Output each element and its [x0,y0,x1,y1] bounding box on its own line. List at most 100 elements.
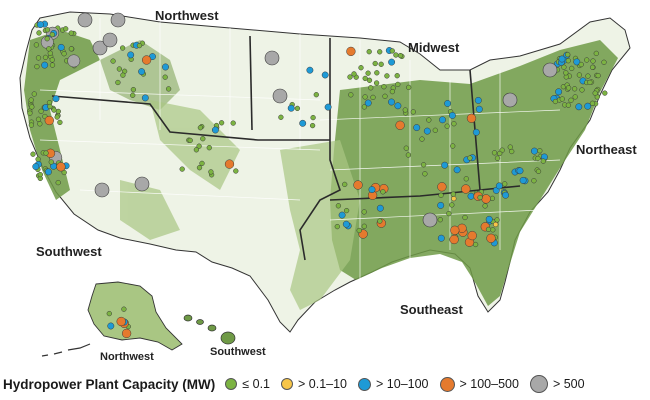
mid-availability-shading [120,100,360,310]
plant-marker-small [569,65,575,72]
plant-marker-small [116,66,123,72]
plant-marker-small [63,26,69,32]
plant-marker-small [187,137,193,144]
plant-marker-small [199,160,205,167]
plant-marker-small [44,27,51,33]
plant-marker-small [587,79,593,86]
plant-marker-small [384,73,390,79]
plant-marker-small [179,166,185,172]
legend-swatch-green [225,378,238,390]
plant-marker-over-500 [94,182,110,198]
legend-label: > 100–500 [459,377,519,391]
plant-marker-small [115,79,121,86]
state-borders [39,18,561,280]
plant-marker-small [565,102,572,108]
plant-marker-small [579,87,585,93]
plant-marker-10-100 [453,166,461,174]
plant-marker-small [502,181,508,187]
plant-marker-small [68,30,74,36]
plant-marker-over-500 [102,32,118,48]
plant-marker-small [218,120,225,126]
plant-marker-small [230,120,236,126]
plant-marker-over-500 [422,212,438,228]
plant-marker-over-500 [502,92,518,108]
plant-marker-small [531,178,537,184]
plant-marker-small [362,75,368,82]
plant-marker-small [313,92,319,98]
plant-marker-small [451,121,457,127]
hawaii-islands [183,314,236,345]
plant-marker-100-500 [141,55,152,65]
plant-marker-10-100 [530,147,538,155]
plant-marker-small [368,85,374,91]
plant-marker-small [294,105,301,112]
plant-marker-small [61,169,67,176]
plant-marker-over-500 [272,88,288,104]
plant-marker-10-100 [376,204,384,212]
plant-marker-small [38,108,44,114]
plant-marker-10-100 [41,61,49,69]
plant-marker-small [34,63,40,70]
plant-marker-10-100 [299,119,307,127]
plant-marker-10-100 [573,58,581,66]
plant-marker-100-500 [449,234,459,245]
plant-marker-small [121,306,127,312]
plant-marker-10-100 [502,191,510,199]
legend-label: ≤ 0.1 [242,377,270,391]
plant-marker-10-100 [472,128,480,136]
plant-marker-small [366,77,373,83]
plant-marker-10-100 [516,167,524,175]
plant-marker-small [54,114,60,120]
plant-marker-small [136,42,143,49]
plant-marker-small [29,104,35,110]
plant-marker-small [485,226,492,233]
legend-swatch-orange [439,376,455,392]
plant-marker-small [49,57,55,63]
plant-marker-small [446,210,452,217]
plant-marker-small [565,85,572,91]
plant-marker-small [450,191,456,197]
plant-marker-10-100 [36,21,44,29]
plant-marker-100-500 [461,184,471,194]
plant-marker-small [49,31,55,38]
plant-marker-small [361,104,368,110]
plant-marker-small [106,310,112,317]
plant-marker-10-100 [519,176,527,184]
plant-marker-small [590,58,596,64]
plant-marker-small [348,92,354,98]
plant-marker-10-100 [32,163,40,171]
plant-marker-10-100 [338,211,346,219]
plant-marker-small [43,150,49,156]
plant-marker-100-500 [224,159,235,169]
plant-marker-small [200,136,206,142]
plant-marker-small [48,159,54,165]
plant-marker-small [406,84,412,91]
us-map [19,11,631,357]
plant-marker-small [602,90,608,96]
plant-marker-100-500 [467,230,477,241]
plant-marker-10-100 [57,43,65,51]
plant-marker-10-100 [44,168,52,176]
plant-marker-small [422,171,428,177]
plant-marker-small [28,97,34,103]
plant-marker-small [335,203,342,209]
plant-marker-small [437,217,443,223]
plant-marker-small [347,74,353,80]
plant-marker-small [559,96,565,102]
plant-marker-small [36,30,42,36]
plant-marker-small [507,144,513,150]
plant-marker-small [535,168,542,175]
plant-marker-10-100 [364,99,372,107]
plant-marker-small [370,94,376,101]
plant-marker-small [381,84,387,90]
plant-marker-100-500 [346,46,356,57]
plant-marker-small [380,189,386,195]
plant-marker-10-100 [52,95,60,103]
plant-marker-small [35,156,41,162]
plant-marker-small [377,218,383,224]
plant-marker-small [585,73,591,79]
legend-label: > 500 [552,377,585,391]
plant-marker-10-100 [394,102,402,110]
plant-marker-small [572,94,578,100]
plant-marker-small [393,52,399,58]
